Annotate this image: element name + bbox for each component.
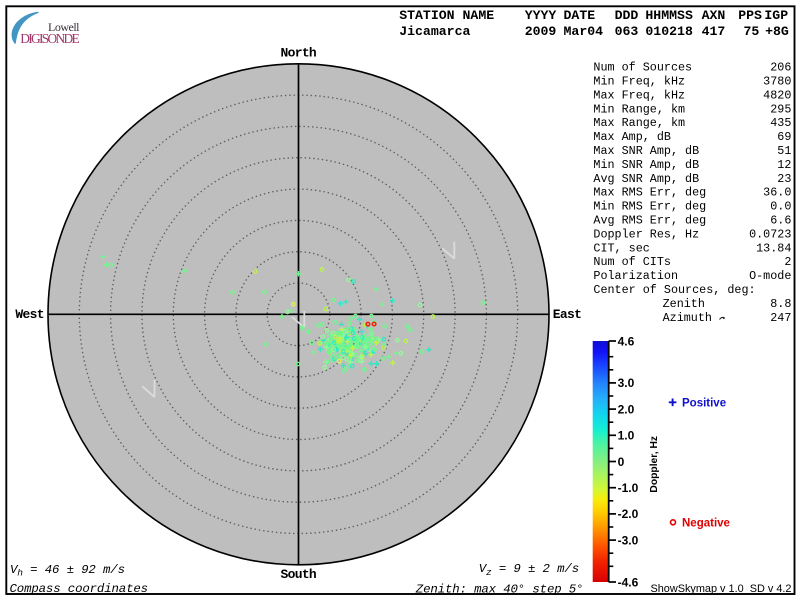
svg-text:Zenith: max 40° step 5°: Zenith: max 40° step 5°: [415, 582, 584, 596]
svg-text:2009: 2009: [525, 24, 557, 39]
svg-text:Doppler, Hz: Doppler, Hz: [649, 436, 660, 493]
svg-text:010218: 010218: [645, 24, 693, 39]
svg-text:Azimuth: Azimuth: [663, 311, 712, 325]
svg-text:13.84: 13.84: [756, 241, 791, 255]
svg-text:STATION NAME: STATION NAME: [399, 8, 494, 23]
svg-text:206: 206: [770, 61, 791, 75]
svg-text:Negative: Negative: [682, 518, 730, 530]
svg-text:Max Freq, kHz: Max Freq, kHz: [593, 88, 685, 102]
svg-text:4820: 4820: [763, 88, 791, 102]
svg-text:Max Amp, dB: Max Amp, dB: [593, 130, 671, 144]
svg-text:4.6: 4.6: [618, 334, 635, 348]
svg-text:295: 295: [770, 102, 791, 116]
svg-text:DATE: DATE: [564, 8, 596, 23]
svg-text:Min Freq, kHz: Min Freq, kHz: [593, 75, 685, 89]
svg-text:+8G: +8G: [765, 24, 789, 39]
svg-text:Min Range, km: Min Range, km: [593, 102, 685, 116]
svg-text:8.8: 8.8: [770, 297, 791, 311]
svg-text:063: 063: [615, 24, 639, 39]
svg-text:Num of Sources: Num of Sources: [593, 61, 692, 75]
svg-text:East: East: [553, 307, 581, 322]
svg-text:Polarization: Polarization: [593, 269, 678, 283]
svg-text:3780: 3780: [763, 75, 791, 89]
svg-text:0.0723: 0.0723: [749, 227, 791, 241]
svg-text:Center of Sources, deg:: Center of Sources, deg:: [593, 283, 755, 297]
svg-text:36.0: 36.0: [763, 186, 791, 200]
svg-text:Compass coordinates: Compass coordinates: [10, 582, 148, 596]
svg-text:Avg RMS Err, deg: Avg RMS Err, deg: [593, 214, 706, 228]
svg-text:Zenith: Zenith: [663, 297, 705, 311]
svg-text:AXN: AXN: [702, 8, 726, 23]
svg-text:Min SNR Amp, dB: Min SNR Amp, dB: [593, 158, 699, 172]
svg-text:Max Range, km: Max Range, km: [593, 116, 685, 130]
svg-text:Lowell: Lowell: [48, 20, 80, 34]
svg-text:3.0: 3.0: [618, 376, 635, 390]
svg-text:YYYY: YYYY: [525, 8, 557, 23]
svg-text:2.0: 2.0: [618, 402, 635, 416]
svg-text:Mar04: Mar04: [564, 24, 604, 39]
svg-text:CIT, sec: CIT, sec: [593, 241, 649, 255]
svg-text:DIGISONDE: DIGISONDE: [20, 31, 80, 46]
svg-text:ShowSkymap v 1.0 SD v 4.2: ShowSkymap v 1.0 SD v 4.2: [650, 583, 791, 595]
svg-text:Avg SNR Amp, dB: Avg SNR Amp, dB: [593, 172, 699, 186]
svg-text:247: 247: [770, 311, 791, 325]
svg-text:Num of CITs: Num of CITs: [593, 255, 671, 269]
svg-text:0.0: 0.0: [770, 200, 791, 214]
svg-text:Max SNR Amp, dB: Max SNR Amp, dB: [593, 144, 699, 158]
svg-text:Doppler Res, Hz: Doppler Res, Hz: [593, 227, 699, 241]
svg-text:PPS: PPS: [738, 8, 762, 23]
svg-text:2: 2: [784, 255, 791, 269]
svg-text:1.0: 1.0: [618, 429, 635, 443]
svg-text:6.6: 6.6: [770, 214, 791, 228]
svg-text:69: 69: [777, 130, 791, 144]
svg-text:HHMMSS: HHMMSS: [645, 8, 693, 23]
svg-text:-3.0: -3.0: [618, 533, 639, 547]
svg-text:Min RMS Err, deg: Min RMS Err, deg: [593, 200, 706, 214]
svg-text:DDD: DDD: [615, 8, 639, 23]
svg-text:Max RMS Err, deg: Max RMS Err, deg: [593, 186, 706, 200]
svg-text:75: 75: [744, 24, 760, 39]
svg-text:O-mode: O-mode: [749, 269, 791, 283]
svg-text:IGP: IGP: [764, 8, 788, 23]
svg-text:417: 417: [702, 24, 726, 39]
svg-text:-2.0: -2.0: [618, 507, 639, 521]
svg-text:West: West: [15, 307, 43, 322]
svg-text:51: 51: [777, 144, 791, 158]
svg-text:Positive: Positive: [682, 398, 726, 410]
svg-text:435: 435: [770, 116, 791, 130]
svg-text:North: North: [281, 45, 317, 60]
svg-text:South: South: [281, 567, 317, 582]
svg-text:-4.6: -4.6: [618, 575, 639, 589]
svg-text:23: 23: [777, 172, 791, 186]
svg-text:-1.0: -1.0: [618, 481, 639, 495]
svg-text:0: 0: [618, 455, 625, 469]
svg-text:12: 12: [777, 158, 791, 172]
svg-text:Jicamarca: Jicamarca: [399, 24, 470, 39]
svg-text:Vz = 9 ± 2 m/s: Vz = 9 ± 2 m/s: [479, 562, 579, 578]
svg-text:Vh = 46 ± 92 m/s: Vh = 46 ± 92 m/s: [10, 563, 125, 579]
